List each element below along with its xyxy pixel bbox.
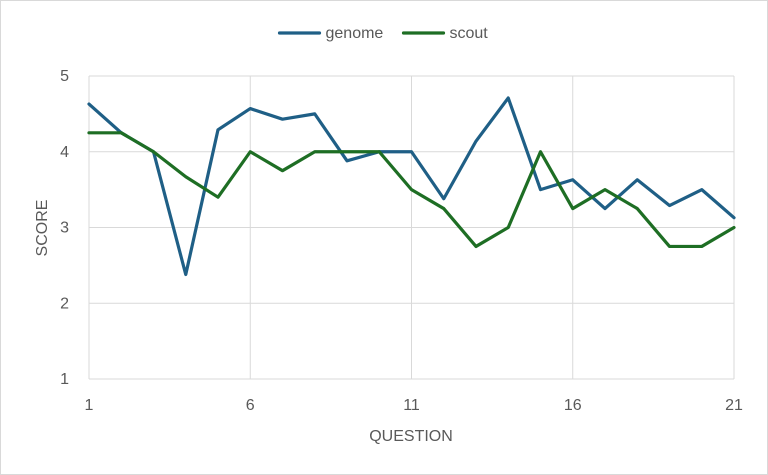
legend-label-genome: genome <box>326 25 384 42</box>
x-tick-label-11: 11 <box>403 397 420 414</box>
x-tick-label-21: 21 <box>725 397 743 414</box>
y-tick-label-5: 5 <box>60 68 69 85</box>
legend-label-scout: scout <box>450 25 489 42</box>
series-line-scout <box>87 131 736 249</box>
series-line-genome <box>87 96 736 277</box>
legend: genome scout <box>277 25 489 42</box>
x-tick-label-6: 6 <box>246 397 255 414</box>
x-tick-label-1: 1 <box>85 397 94 414</box>
y-tick-label-1: 1 <box>60 371 69 388</box>
x-tick-label-16: 16 <box>564 397 582 414</box>
series-layer <box>87 96 736 277</box>
x-axis-title: QUESTION <box>369 428 453 445</box>
y-tick-label-3: 3 <box>60 220 69 237</box>
y-tick-label-2: 2 <box>60 295 69 312</box>
y-axis-title: SCORE <box>34 200 51 257</box>
grid-lines <box>88 75 735 380</box>
y-tick-label-4: 4 <box>60 144 69 161</box>
